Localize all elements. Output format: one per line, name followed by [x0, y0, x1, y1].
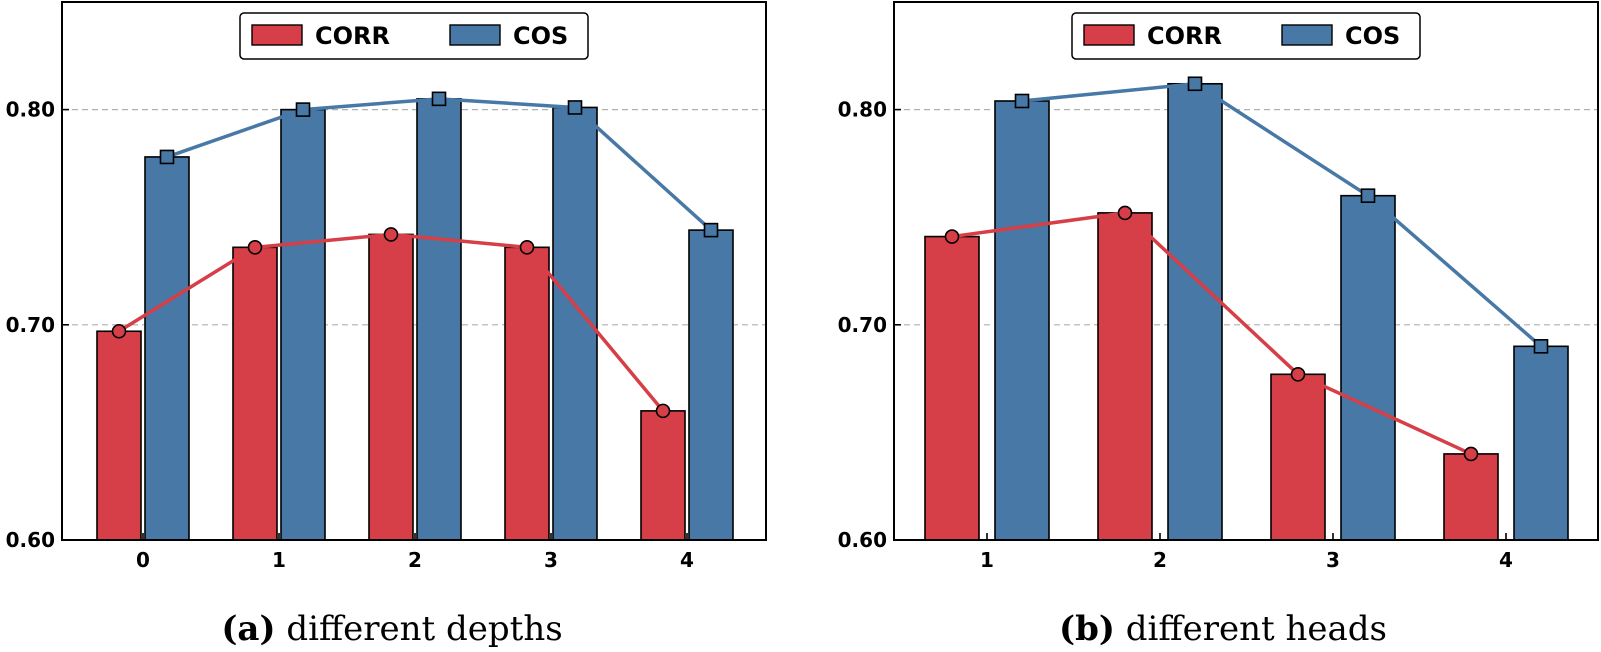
- legend-swatch-cos: [449, 24, 501, 46]
- panel-caption: (b) different heads: [1059, 609, 1387, 649]
- y-tick-label: 0.60: [838, 528, 887, 552]
- y-tick-label: 0.80: [838, 98, 887, 122]
- cos-line: [1021, 82, 1543, 348]
- corr-bar-1: [232, 246, 278, 541]
- corr-point-1: [247, 240, 263, 255]
- caption-text: different heads: [1115, 609, 1387, 649]
- caption-label: (b): [1059, 609, 1115, 649]
- corr-bar-4: [1443, 453, 1499, 541]
- corr-bar-4: [640, 410, 686, 541]
- corr-bar-0: [96, 330, 142, 541]
- corr-line: [951, 211, 1472, 456]
- legend-box: [239, 12, 589, 60]
- x-tick-label: 4: [680, 548, 694, 572]
- legend-label-cos: COS: [513, 22, 568, 50]
- x-tick-label: 1: [272, 548, 286, 572]
- legend-swatch-corr: [1083, 24, 1135, 46]
- corr-bar-1: [924, 235, 980, 541]
- legend-label-corr: CORR: [1147, 22, 1222, 50]
- cos-bar-0: [144, 156, 190, 541]
- y-tick-label: 0.70: [838, 313, 887, 337]
- cos-bar-1: [280, 108, 326, 541]
- corr-bar-3: [504, 246, 550, 541]
- y-tick-label: 0.60: [6, 528, 55, 552]
- corr-point-2: [383, 227, 399, 242]
- y-tick-label: 0.70: [6, 313, 55, 337]
- corr-point-3: [1290, 366, 1306, 382]
- panel-caption: (a) different depths: [221, 609, 562, 649]
- cos-bar-4: [1513, 345, 1569, 541]
- corr-point-0: [111, 323, 127, 339]
- cos-bar-2: [416, 98, 462, 541]
- cos-bar-2: [1167, 82, 1223, 541]
- corr-point-4: [1463, 446, 1479, 462]
- corr-bar-2: [368, 233, 414, 541]
- cos-point-4: [1533, 339, 1549, 354]
- corr-point-2: [1117, 205, 1133, 221]
- cos-point-2: [431, 91, 447, 107]
- caption-text: different depths: [276, 609, 563, 649]
- cos-point-3: [567, 100, 583, 115]
- panel-a: 0.60 0.70 0.80 0 1 2 3 4 CORR COS (a) different de…: [6, 1, 767, 649]
- x-tick-label: 3: [1326, 548, 1340, 572]
- cos-point-4: [703, 222, 719, 238]
- cos-point-2: [1187, 76, 1203, 92]
- cos-bar-4: [688, 229, 734, 541]
- legend: CORR COS: [1071, 12, 1421, 60]
- y-tick-label: 0.80: [6, 98, 55, 122]
- x-tick-label: 2: [408, 548, 422, 572]
- x-tick-label: 4: [1499, 548, 1513, 572]
- legend-swatch-corr: [251, 24, 303, 46]
- legend-swatch-cos: [1281, 24, 1333, 46]
- plot-frame: [61, 1, 767, 541]
- corr-point-4: [655, 403, 671, 419]
- x-tick-label: 3: [544, 548, 558, 572]
- cos-point-3: [1360, 188, 1376, 203]
- legend-label-cos: COS: [1345, 22, 1400, 50]
- corr-bar-2: [1097, 212, 1153, 541]
- cos-point-1: [1014, 93, 1030, 109]
- caption-label: (a): [221, 609, 275, 649]
- x-tick-label: 0: [136, 548, 150, 572]
- legend: CORR COS: [239, 12, 589, 60]
- x-tick-label: 2: [1153, 548, 1167, 572]
- panel-b: 0.60 0.70 0.80 1 2 3 4 CORR COS (b) different hea…: [838, 1, 1599, 649]
- cos-point-1: [295, 102, 311, 117]
- corr-point-3: [519, 240, 535, 255]
- x-tick-label: 1: [980, 548, 994, 572]
- legend-box: [1071, 12, 1421, 60]
- cos-bar-1: [994, 100, 1050, 541]
- corr-bar-3: [1270, 373, 1326, 541]
- legend-label-corr: CORR: [315, 22, 390, 50]
- cos-point-0: [159, 149, 175, 165]
- corr-point-1: [944, 229, 960, 244]
- cos-bar-3: [1340, 194, 1396, 541]
- plot-frame: [893, 1, 1599, 541]
